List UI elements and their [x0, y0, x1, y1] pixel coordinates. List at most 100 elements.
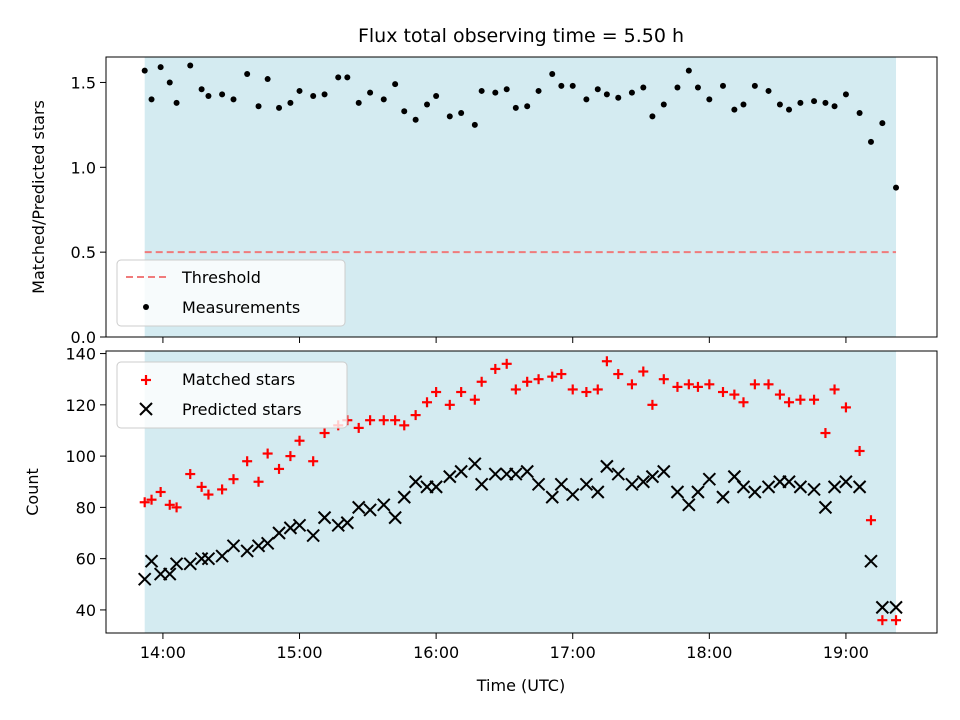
predicted-star-marker [251, 539, 266, 553]
predicted-star-marker [852, 480, 867, 494]
predicted-star-marker [377, 498, 391, 512]
predicted-star-marker [864, 554, 878, 568]
legend-threshold-label: Threshold [181, 268, 261, 287]
bottom-ticks: 40 60 80 100 120 140 14:00 15:00 16:00 17:00 18:00… [65, 345, 869, 662]
predicted-star-marker [611, 467, 625, 481]
predicted-star-marker [352, 500, 366, 515]
measurement-point [731, 106, 738, 113]
matched-star-marker [891, 615, 902, 626]
matched-star-marker [390, 415, 401, 426]
measurement-point [765, 87, 772, 94]
matched-star-marker [185, 469, 196, 480]
bottom-ytick-label: 60 [76, 550, 96, 569]
legend-measurements-swatch [143, 304, 149, 310]
measurement-point [776, 101, 783, 108]
bottom-xtick-label: 14:00 [140, 643, 186, 662]
bottom-ytick-label: 100 [65, 447, 96, 466]
predicted-star-marker [474, 477, 489, 492]
measurement-point [751, 82, 758, 89]
bottom-legend: Matched stars Predicted stars [116, 361, 348, 429]
matched-star-marker [692, 381, 703, 392]
bottom-ytick-label: 40 [76, 601, 96, 620]
predicted-star-marker [636, 475, 651, 489]
matched-star-marker [865, 515, 876, 526]
predicted-star-marker [716, 490, 730, 504]
predicted-star-marker [317, 510, 332, 525]
measurement-point [694, 84, 701, 91]
matched-star-marker [613, 369, 624, 380]
top-axes-frame [105, 56, 938, 338]
predicted-star-marker [531, 477, 546, 492]
measurement-point [706, 96, 713, 103]
measurement-point [141, 67, 148, 74]
top-panel: 0.0 0.5 1.0 1.5 Matched/Predicted stars Thr… [29, 56, 938, 347]
measurement-point [187, 62, 194, 69]
measurement-point [719, 82, 726, 89]
matched-star-marker [638, 366, 649, 377]
measurement-point [879, 120, 886, 127]
measurement-point [310, 93, 317, 100]
measurement-point [344, 74, 351, 81]
measurement-point [173, 99, 180, 106]
matched-star-marker [274, 463, 285, 474]
predicted-star-marker [183, 557, 197, 571]
matched-star-marker [704, 379, 715, 390]
matched-star-marker [308, 456, 319, 467]
legend-matched-swatch [141, 375, 151, 385]
measurement-point [594, 86, 601, 93]
predicted-star-marker [682, 498, 696, 512]
measurement-point [535, 87, 542, 94]
measurement-point [797, 99, 804, 106]
matched-star-marker [809, 394, 820, 405]
bottom-xtick-label: 19:00 [823, 643, 869, 662]
measurement-point [230, 96, 237, 103]
matched-star-marker [242, 456, 253, 467]
matched-star-marker [795, 394, 806, 405]
predicted-star-marker [488, 467, 503, 481]
matched-star-marker [253, 476, 264, 487]
matched-star-marker [365, 415, 376, 426]
measurement-point [321, 91, 328, 98]
measurement-point [424, 101, 431, 108]
matched-star-marker [877, 615, 888, 626]
predicted-star-marker [226, 539, 241, 553]
measurement-point [786, 106, 793, 113]
measurement-point [355, 99, 362, 106]
predicted-star-marker [144, 554, 159, 568]
measurement-point [296, 87, 303, 94]
predicted-star-marker [554, 477, 569, 492]
predicted-star-marker [169, 557, 184, 571]
matched-star-marker [717, 387, 728, 398]
predicted-stars-points [137, 457, 903, 615]
predicted-star-marker [429, 480, 443, 494]
bottom-xtick-label: 15:00 [276, 643, 322, 662]
measurement-point [335, 74, 342, 81]
bottom-ytick-label: 80 [76, 498, 96, 517]
measurement-point [615, 94, 622, 101]
predicted-star-marker [363, 503, 377, 517]
predicted-star-marker [736, 480, 751, 494]
matched-star-marker [469, 394, 480, 405]
measurement-point [166, 79, 173, 86]
measurement-point [842, 91, 849, 98]
matched-star-marker [501, 358, 512, 369]
measurement-point [412, 116, 419, 123]
matched-star-marker [738, 397, 749, 408]
bottom-ytick-label: 120 [65, 396, 96, 415]
matched-star-marker [592, 384, 603, 395]
matched-star-marker [672, 381, 683, 392]
measurement-point [244, 70, 251, 77]
measurement-point [649, 113, 656, 120]
matched-star-marker [820, 428, 831, 439]
predicted-star-marker [283, 521, 298, 535]
measurement-point [478, 87, 485, 94]
matched-star-marker [228, 474, 239, 485]
predicted-star-marker [889, 600, 903, 615]
measurement-point [287, 99, 294, 106]
measurement-point [264, 76, 271, 83]
predicted-star-marker [306, 528, 320, 543]
predicted-star-marker [260, 536, 275, 550]
bottom-xtick-label: 17:00 [550, 643, 596, 662]
matched-star-marker [510, 384, 521, 395]
